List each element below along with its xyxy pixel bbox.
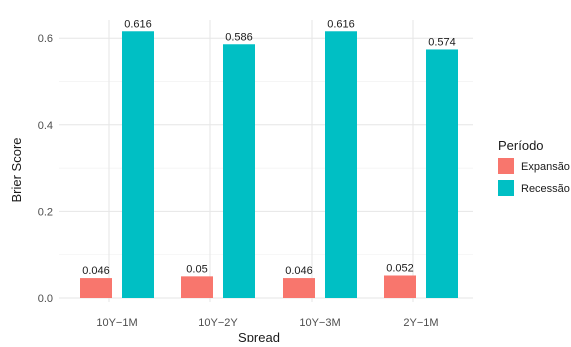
y-tick-label: 0.2	[38, 206, 53, 218]
bar	[384, 275, 416, 298]
legend-title: Período	[498, 138, 544, 153]
x-tick-label: 10Y−3M	[299, 317, 340, 329]
bar	[80, 278, 112, 298]
bars-layer	[80, 31, 458, 299]
x-tick-label: 10Y−2Y	[198, 317, 238, 329]
y-tick-label: 0.0	[38, 293, 53, 305]
data-label: 0.052	[386, 262, 414, 274]
data-label: 0.616	[327, 18, 355, 30]
data-label: 0.05	[186, 263, 207, 275]
data-labels-layer: 0.046 0.616 0.05 0.586 0.046 0.616 0.052 0.574	[82, 18, 456, 277]
bar	[223, 44, 255, 299]
x-axis-title: Spread	[238, 330, 280, 342]
legend-key	[498, 180, 514, 196]
legend-label: Recessão	[521, 183, 570, 195]
y-tick-label: 0.4	[38, 120, 53, 132]
data-label: 0.046	[285, 265, 313, 277]
legend: Período Expansão Recessão	[498, 138, 570, 196]
x-axis: 10Y−1M 10Y−2Y 10Y−3M 2Y−1M	[96, 317, 438, 329]
legend-label: Expansão	[521, 161, 570, 173]
data-label: 0.616	[124, 18, 152, 30]
y-tick-label: 0.6	[38, 33, 53, 45]
bar	[426, 49, 458, 298]
y-axis: 0.0 0.2 0.4 0.6	[38, 33, 53, 305]
bar	[283, 278, 315, 298]
x-tick-label: 2Y−1M	[403, 317, 438, 329]
data-label: 0.586	[225, 31, 253, 43]
grid-layer	[59, 20, 473, 302]
bar	[325, 31, 357, 298]
data-label: 0.046	[82, 265, 110, 277]
data-label: 0.574	[428, 36, 456, 48]
bar	[181, 276, 213, 298]
x-tick-label: 10Y−1M	[96, 317, 137, 329]
bar	[122, 31, 154, 298]
legend-key	[498, 158, 514, 174]
legend-items: Expansão Recessão	[498, 158, 570, 196]
y-axis-title: Brier Score	[9, 137, 24, 202]
